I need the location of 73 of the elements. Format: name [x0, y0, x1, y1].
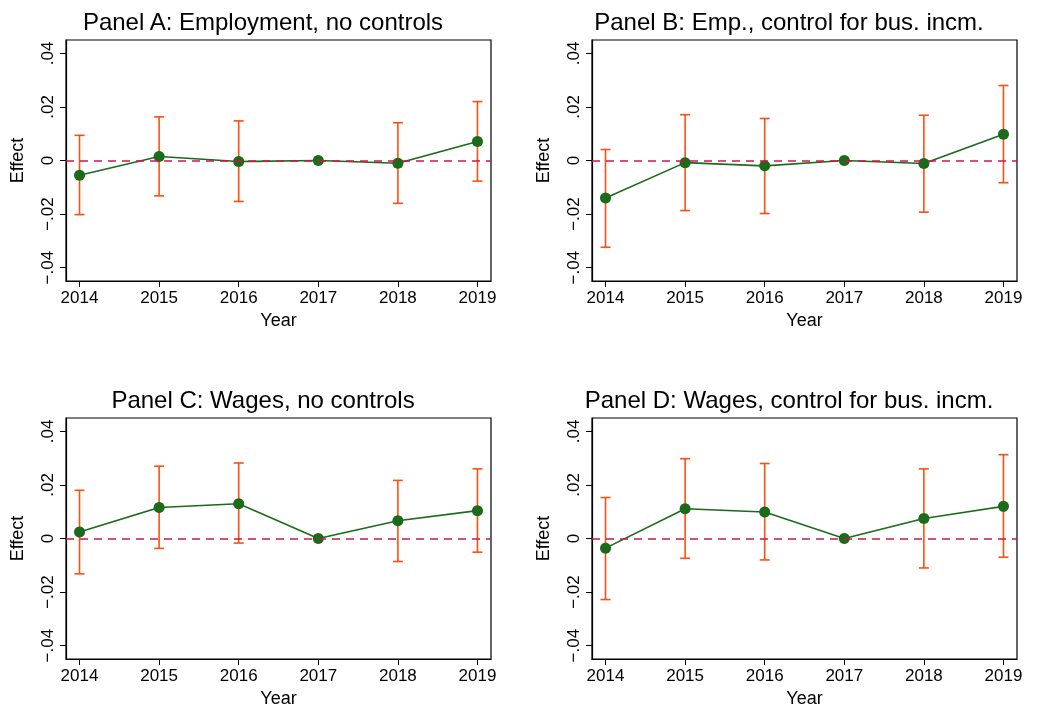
point	[471, 505, 483, 517]
point	[679, 157, 691, 169]
y-tick-label: .02	[38, 95, 57, 119]
y-axis-title: Effect	[533, 515, 553, 562]
y-tick-label: −.04	[564, 250, 583, 285]
y-tick-label: −.02	[38, 575, 57, 609]
x-tick-label: 2014	[586, 288, 625, 307]
y-tick-label: 0	[38, 155, 57, 166]
x-axis-title: Year	[260, 688, 297, 708]
x-tick-label: 2017	[299, 666, 338, 685]
x-tick-label: 2019	[458, 288, 497, 307]
x-tick-label: 2017	[825, 288, 864, 307]
point	[74, 169, 86, 181]
x-tick-label: 2018	[378, 288, 417, 307]
point	[153, 501, 165, 513]
point	[600, 542, 612, 554]
y-tick-label: .04	[564, 419, 583, 444]
point	[997, 500, 1009, 512]
x-axis-title: Year	[786, 310, 823, 330]
point	[918, 157, 930, 169]
y-tick-label: −.04	[564, 628, 583, 663]
y-tick-label: .02	[564, 473, 583, 497]
x-tick-label: 2018	[904, 666, 943, 685]
x-tick-label: 2015	[140, 288, 179, 307]
x-tick-label: 2015	[140, 666, 179, 685]
x-tick-label: 2019	[458, 666, 497, 685]
y-tick-label: 0	[564, 155, 583, 166]
x-tick-label: 2014	[586, 666, 625, 685]
point	[233, 498, 245, 510]
point	[997, 128, 1009, 140]
y-tick-label: −.02	[564, 197, 583, 231]
x-tick-label: 2016	[219, 666, 258, 685]
y-axis-title: Effect	[533, 137, 553, 184]
x-axis-title: Year	[260, 310, 297, 330]
y-tick-label: .02	[564, 95, 583, 119]
point	[918, 512, 930, 524]
y-axis-title: Effect	[7, 137, 27, 184]
point	[392, 515, 404, 527]
y-tick-label: −.02	[564, 575, 583, 609]
y-tick-label: −.02	[38, 197, 57, 231]
point	[679, 503, 691, 515]
x-tick-label: 2016	[219, 288, 258, 307]
x-tick-label: 2019	[984, 666, 1023, 685]
x-tick-label: 2015	[666, 666, 705, 685]
point	[600, 192, 612, 204]
x-tick-label: 2015	[666, 288, 705, 307]
point	[759, 506, 771, 518]
chart-title: Panel A: Employment, no controls	[82, 7, 444, 35]
x-tick-label: 2019	[984, 288, 1023, 307]
x-tick-label: 2018	[378, 666, 417, 685]
y-tick-label: .04	[38, 41, 57, 66]
x-tick-label: 2016	[745, 666, 784, 685]
y-tick-label: .02	[38, 473, 57, 497]
y-tick-label: 0	[564, 533, 583, 544]
y-tick-label: −.04	[38, 250, 57, 285]
y-tick-label: −.04	[38, 628, 57, 663]
point	[74, 526, 86, 538]
chart-title: Panel C: Wages, no controls	[111, 385, 415, 413]
x-tick-label: 2016	[745, 288, 784, 307]
y-axis-title: Effect	[7, 515, 27, 562]
y-tick-label: .04	[564, 41, 583, 66]
point	[471, 135, 483, 147]
x-tick-label: 2017	[825, 666, 864, 685]
x-tick-label: 2014	[60, 288, 99, 307]
chart-title: Panel B: Emp., control for bus. incm.	[594, 7, 984, 35]
x-axis-title: Year	[786, 688, 823, 708]
y-tick-label: 0	[38, 533, 57, 544]
point	[153, 150, 165, 162]
x-tick-label: 2017	[299, 288, 338, 307]
x-tick-label: 2018	[904, 288, 943, 307]
x-tick-label: 2014	[60, 666, 99, 685]
y-tick-label: .04	[38, 419, 57, 444]
chart-title: Panel D: Wages, control for bus. incm.	[584, 385, 994, 413]
